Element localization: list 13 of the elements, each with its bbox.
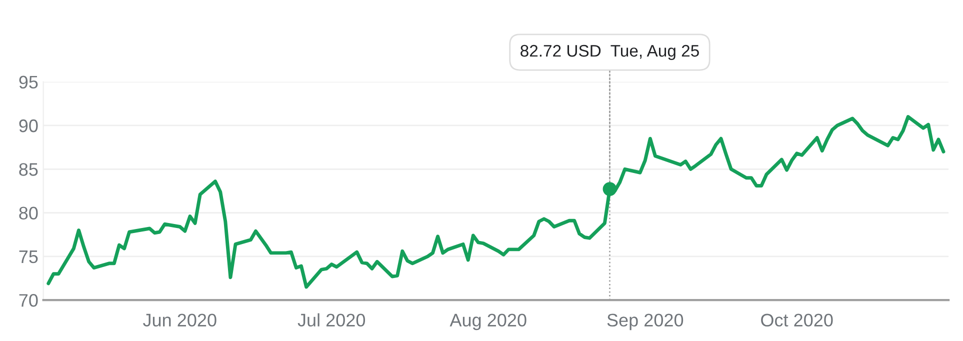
x-tick-label: Aug 2020 bbox=[450, 314, 526, 330]
x-tick-label: Jun 2020 bbox=[143, 314, 216, 327]
y-tick-label: 95 bbox=[19, 76, 38, 89]
y-tick-label: 90 bbox=[19, 119, 38, 132]
x-tick-label: Jul 2020 bbox=[298, 313, 366, 327]
y-tick-label: 75 bbox=[19, 250, 38, 264]
y-tick-label: 85 bbox=[19, 163, 38, 176]
y-tick-label: 80 bbox=[19, 206, 38, 220]
x-tick-label: Oct 2020 bbox=[761, 314, 833, 327]
line-series bbox=[46, 115, 946, 289]
y-tick-label: 70 bbox=[19, 294, 38, 307]
annotation: 82.72 USD Tue, Aug 25 bbox=[520, 44, 699, 60]
x-tick-label: Sep 2020 bbox=[607, 314, 684, 330]
